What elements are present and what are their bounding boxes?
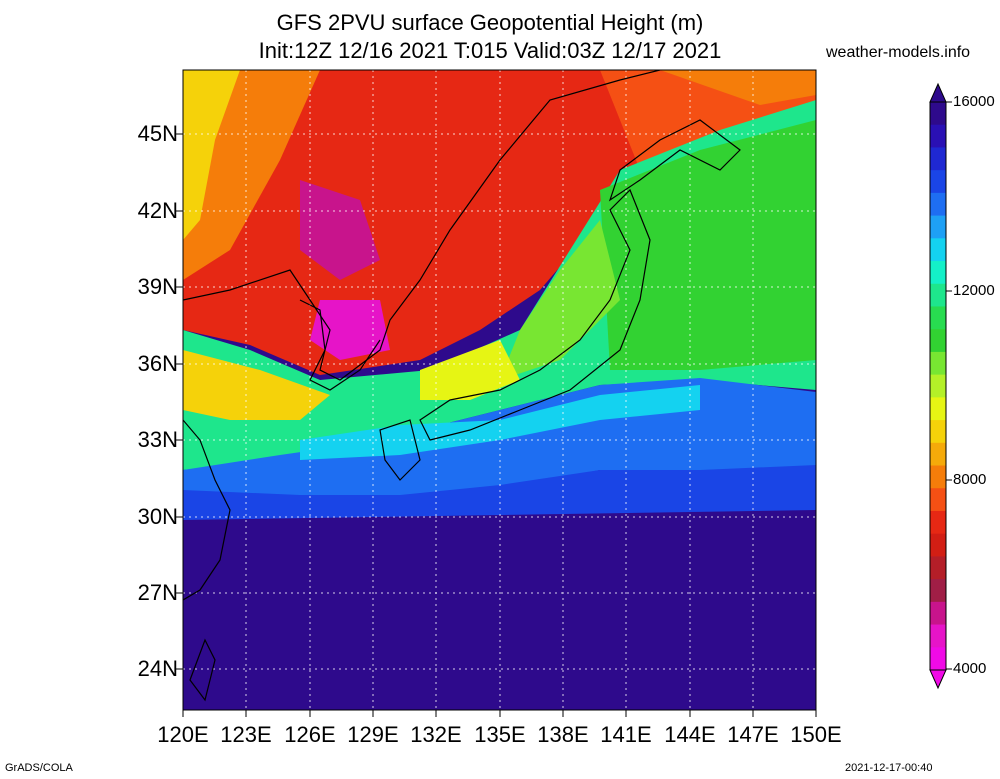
colorbar-swatch <box>930 420 946 444</box>
lon-label: 138E <box>537 722 589 747</box>
colorbar-swatch <box>930 192 946 217</box>
colorbar-swatch <box>930 533 946 557</box>
lat-label: 30N <box>137 504 178 529</box>
lon-label: 144E <box>664 722 716 747</box>
colorbar-swatch <box>930 215 946 239</box>
lat-label: 36N <box>137 351 178 376</box>
colorbar-min-arrow <box>929 669 947 690</box>
title-line-2: Init:12Z 12/16 2021 T:015 Valid:03Z 12/1… <box>258 38 722 63</box>
lon-label: 123E <box>220 722 272 747</box>
colorbar-swatch <box>930 124 946 148</box>
colorbar-swatch <box>930 374 946 398</box>
lat-label: 45N <box>137 121 178 146</box>
colorbar-swatch <box>930 306 946 330</box>
height-field <box>183 70 816 710</box>
colorbar <box>929 82 952 690</box>
colorbar-swatch <box>930 238 946 262</box>
colorbar-label: 12000 <box>953 282 995 299</box>
colorbar-swatch <box>930 329 946 353</box>
colorbar-swatch <box>930 397 946 421</box>
footer-right: 2021-12-17-00:40 <box>845 762 933 774</box>
colorbar-max-arrow <box>929 82 947 103</box>
colorbar-frame <box>929 101 947 671</box>
footer-left: GrADS/COLA <box>5 762 73 774</box>
colorbar-swatch <box>930 601 946 626</box>
lat-label: 33N <box>137 427 178 452</box>
colorbar-label: 4000 <box>953 660 987 677</box>
colorbar-swatch <box>930 579 946 603</box>
colorbar-swatch <box>930 170 946 194</box>
lon-label: 129E <box>347 722 399 747</box>
colorbar-swatch <box>930 442 946 467</box>
colorbar-label: 8000 <box>953 471 987 488</box>
colorbar-swatch <box>930 647 946 671</box>
colorbar-swatch <box>930 351 946 376</box>
lon-label: 150E <box>790 722 842 747</box>
colorbar-swatch <box>930 283 946 307</box>
colorbar-swatch <box>930 510 946 535</box>
lat-label: 27N <box>137 580 178 605</box>
colorbar-swatch <box>930 624 946 648</box>
colorbar-swatch <box>930 556 946 580</box>
colorbar-swatch <box>930 465 946 489</box>
title-line-1: GFS 2PVU surface Geopotential Height (m) <box>276 10 704 35</box>
colorbar-swatch <box>930 488 946 512</box>
colorbar-swatch <box>930 261 946 285</box>
colorbar-swatch <box>930 147 946 171</box>
lat-label: 42N <box>137 198 178 223</box>
lat-label: 24N <box>137 656 178 681</box>
lon-label: 135E <box>474 722 526 747</box>
lon-label: 120E <box>157 722 209 747</box>
lat-label: 39N <box>137 274 178 299</box>
lon-label: 141E <box>600 722 652 747</box>
site-label: weather-models.info <box>826 44 971 61</box>
lon-label: 147E <box>727 722 779 747</box>
coastlines <box>183 70 741 702</box>
lon-label: 132E <box>410 722 462 747</box>
colorbar-label: 16000 <box>953 93 995 110</box>
lon-label: 126E <box>284 722 336 747</box>
colorbar-swatch <box>930 102 946 126</box>
